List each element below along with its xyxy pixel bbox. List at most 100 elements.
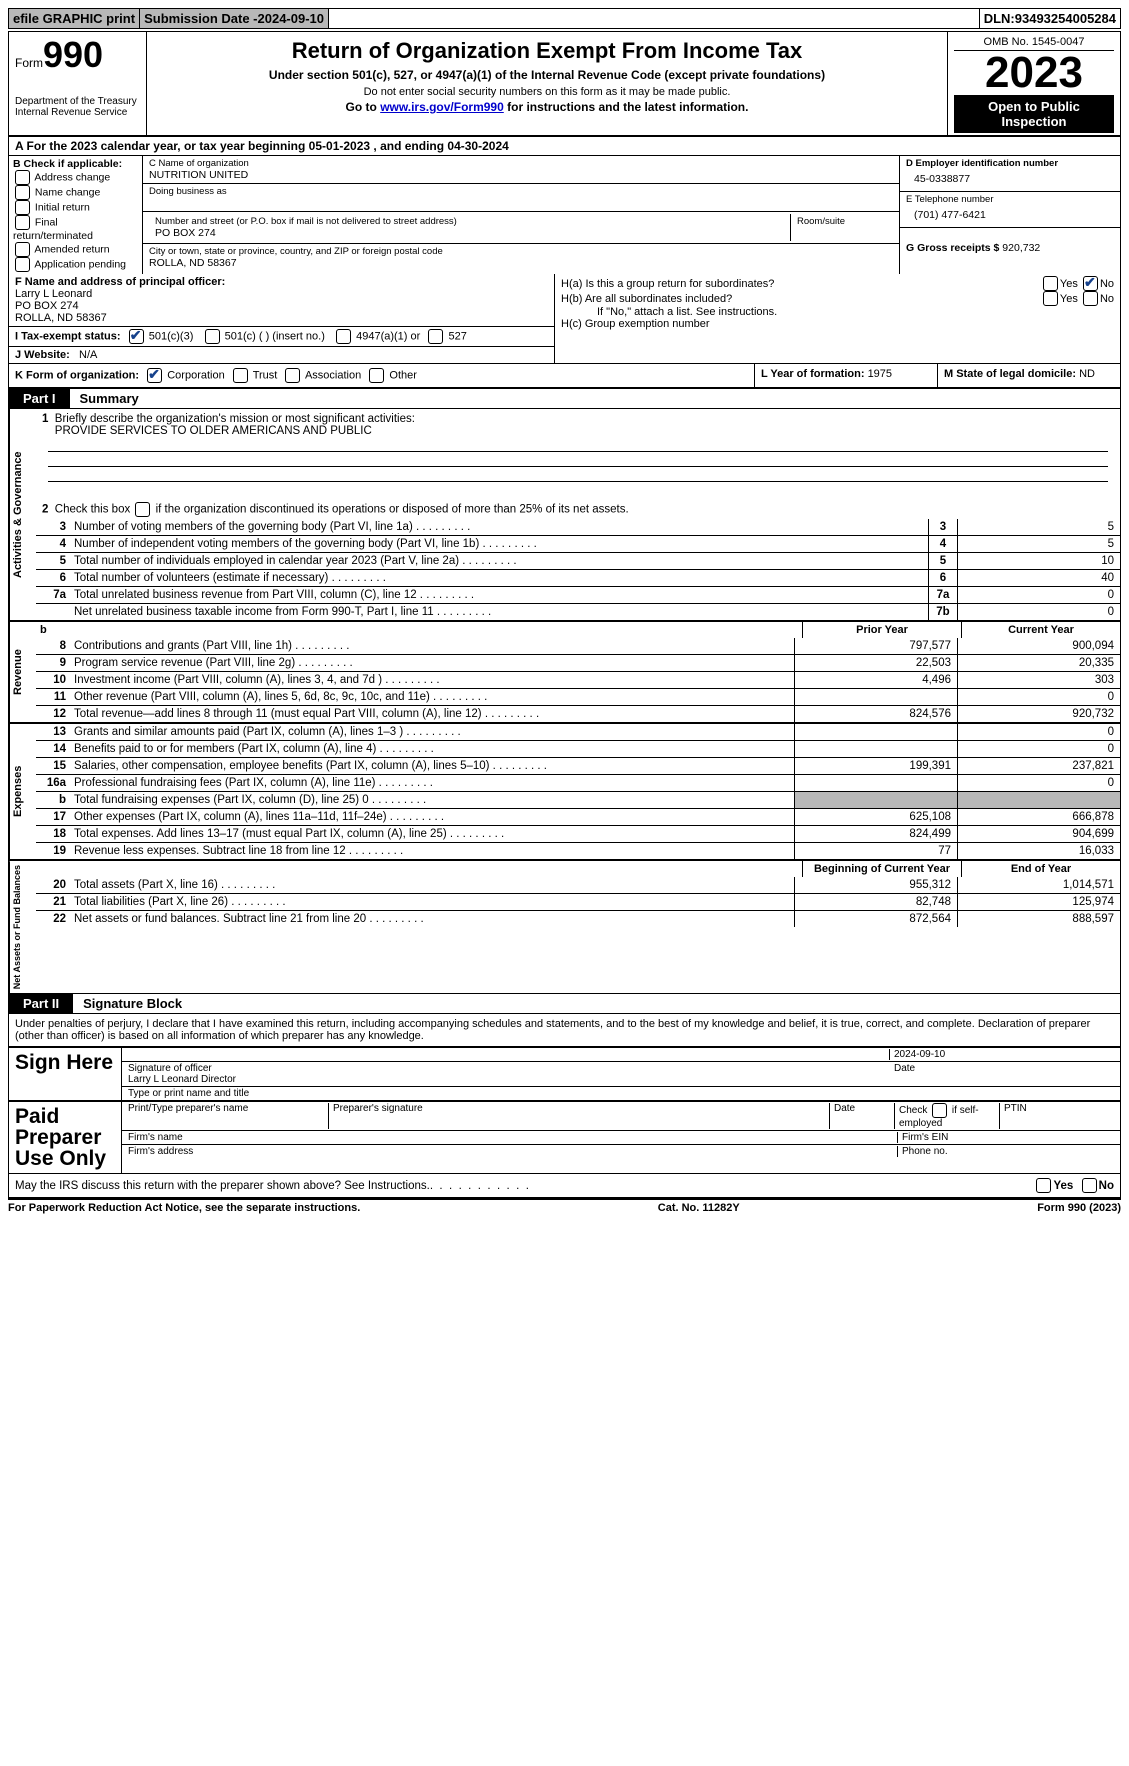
summary-line: bTotal fundraising expenses (Part IX, co… <box>36 791 1120 808</box>
checkbox-discuss-no[interactable] <box>1082 1178 1097 1193</box>
checkbox-4947[interactable] <box>336 329 351 344</box>
summary-line: 5Total number of individuals employed in… <box>36 552 1120 569</box>
checkbox-assoc[interactable] <box>285 368 300 383</box>
summary-line: 22Net assets or fund balances. Subtract … <box>36 910 1120 927</box>
gross-receipts: G Gross receipts $ 920,732 <box>900 228 1120 256</box>
checkbox-other[interactable] <box>369 368 384 383</box>
checkbox-corp[interactable] <box>147 368 162 383</box>
page-footer: For Paperwork Reduction Act Notice, see … <box>8 1198 1121 1214</box>
vert-expenses: Expenses <box>9 724 36 859</box>
rev-col-headers: b Prior Year Current Year <box>36 622 1120 638</box>
line-1: 1 Briefly describe the organization's mi… <box>36 409 1120 500</box>
vert-governance: Activities & Governance <box>9 409 36 620</box>
vert-revenue: Revenue <box>9 622 36 722</box>
box-h: H(a) Is this a group return for subordin… <box>555 274 1120 332</box>
checkbox-hb-no[interactable] <box>1083 291 1098 306</box>
org-name: C Name of organization NUTRITION UNITED <box>143 156 899 184</box>
form-title-block: Return of Organization Exempt From Incom… <box>147 32 948 135</box>
checkbox-initial-return[interactable] <box>15 200 30 215</box>
spacer <box>329 9 980 28</box>
box-l: L Year of formation: 1975 <box>755 364 938 387</box>
summary-line: 16aProfessional fundraising fees (Part I… <box>36 774 1120 791</box>
checkbox-hb-yes[interactable] <box>1043 291 1058 306</box>
org-info-grid: B Check if applicable: Address change Na… <box>8 156 1121 274</box>
checkbox-ha-yes[interactable] <box>1043 276 1058 291</box>
telephone: E Telephone number (701) 477-6421 <box>900 192 1120 228</box>
summary-line: 8Contributions and grants (Part VIII, li… <box>36 638 1120 654</box>
discuss-row: May the IRS discuss this return with the… <box>8 1174 1121 1198</box>
paid-preparer-block: Paid Preparer Use Only Print/Type prepar… <box>8 1101 1121 1174</box>
penalties-text: Under penalties of perjury, I declare th… <box>8 1014 1121 1046</box>
box-k: K Form of organization: Corporation Trus… <box>9 364 755 387</box>
submission-date: Submission Date - 2024-09-10 <box>140 9 329 28</box>
section-governance: Activities & Governance 1 Briefly descri… <box>8 409 1121 622</box>
officer-status-grid: F Name and address of principal officer:… <box>8 274 1121 364</box>
checkbox-527[interactable] <box>428 329 443 344</box>
form-number-block: Form990 Department of the Treasury Inter… <box>9 32 147 135</box>
ein: D Employer identification number 45-0338… <box>900 156 1120 192</box>
dln: DLN: 93493254005284 <box>980 9 1120 28</box>
summary-line: 6Total number of volunteers (estimate if… <box>36 569 1120 586</box>
checkbox-pending[interactable] <box>15 257 30 272</box>
efile-label: efile GRAPHIC print <box>9 9 140 28</box>
checkbox-amended[interactable] <box>15 242 30 257</box>
checkbox-discontinued[interactable] <box>135 502 150 517</box>
checkbox-final-return[interactable] <box>15 215 30 230</box>
top-status-bar: efile GRAPHIC print Submission Date - 20… <box>8 8 1121 29</box>
checkbox-address-change[interactable] <box>15 170 30 185</box>
summary-line: 3Number of voting members of the governi… <box>36 519 1120 535</box>
part-1-header: Part I Summary <box>8 389 1121 409</box>
checkbox-ha-no[interactable] <box>1083 276 1098 291</box>
address-row: Number and street (or P.O. box if mail i… <box>143 212 899 244</box>
officer-name: Larry L Leonard Director <box>128 1074 236 1085</box>
officer-sign-date: 2024-09-10 <box>889 1049 1114 1060</box>
summary-line: 20Total assets (Part X, line 16)955,3121… <box>36 877 1120 893</box>
tax-year-row: A For the 2023 calendar year, or tax yea… <box>8 137 1121 156</box>
year-block: OMB No. 1545-0047 2023 Open to Public In… <box>948 32 1120 135</box>
box-j: J Website: N/A <box>9 347 554 363</box>
checkbox-501c3[interactable] <box>129 329 144 344</box>
klm-row: K Form of organization: Corporation Trus… <box>8 364 1121 389</box>
box-i: I Tax-exempt status: 501(c)(3) 501(c) ( … <box>9 327 554 347</box>
section-revenue: Revenue b Prior Year Current Year 8Contr… <box>8 622 1121 724</box>
summary-line: 12Total revenue—add lines 8 through 11 (… <box>36 705 1120 722</box>
box-f: F Name and address of principal officer:… <box>9 274 554 327</box>
line-2: 2 Check this box if the organization dis… <box>36 500 1120 519</box>
summary-line: 4Number of independent voting members of… <box>36 535 1120 552</box>
vert-net: Net Assets or Fund Balances <box>9 861 36 993</box>
summary-line: Net unrelated business taxable income fr… <box>36 603 1120 620</box>
checkbox-501c[interactable] <box>205 329 220 344</box>
box-c: C Name of organization NUTRITION UNITED … <box>143 156 899 274</box>
checkbox-discuss-yes[interactable] <box>1036 1178 1051 1193</box>
city-row: City or town, state or province, country… <box>143 244 899 271</box>
summary-line: 11Other revenue (Part VIII, column (A), … <box>36 688 1120 705</box>
summary-line: 9Program service revenue (Part VIII, lin… <box>36 654 1120 671</box>
summary-line: 7aTotal unrelated business revenue from … <box>36 586 1120 603</box>
summary-line: 14Benefits paid to or for members (Part … <box>36 740 1120 757</box>
section-expenses: Expenses 13Grants and similar amounts pa… <box>8 724 1121 861</box>
sign-here-block: Sign Here 2024-09-10 Signature of office… <box>8 1046 1121 1101</box>
summary-line: 17Other expenses (Part IX, column (A), l… <box>36 808 1120 825</box>
form-badge: Form 990 (2023) <box>1037 1202 1121 1214</box>
paid-preparer-label: Paid Preparer Use Only <box>9 1102 122 1173</box>
summary-line: 13Grants and similar amounts paid (Part … <box>36 724 1120 740</box>
summary-line: 10Investment income (Part VIII, column (… <box>36 671 1120 688</box>
box-b: B Check if applicable: Address change Na… <box>9 156 143 274</box>
instructions-link[interactable]: www.irs.gov/Form990 <box>380 100 504 114</box>
instructions-link-row: Go to www.irs.gov/Form990 for instructio… <box>153 100 941 114</box>
box-m: M State of legal domicile: ND <box>938 364 1120 387</box>
checkbox-name-change[interactable] <box>15 185 30 200</box>
checkbox-self-employed[interactable] <box>932 1103 947 1118</box>
form-header: Form990 Department of the Treasury Inter… <box>8 31 1121 137</box>
summary-line: 21Total liabilities (Part X, line 26)82,… <box>36 893 1120 910</box>
summary-line: 18Total expenses. Add lines 13–17 (must … <box>36 825 1120 842</box>
box-deg: D Employer identification number 45-0338… <box>899 156 1120 274</box>
sign-here-label: Sign Here <box>9 1048 122 1100</box>
checkbox-trust[interactable] <box>233 368 248 383</box>
summary-line: 19Revenue less expenses. Subtract line 1… <box>36 842 1120 859</box>
net-col-headers: Beginning of Current Year End of Year <box>36 861 1120 877</box>
summary-line: 15Salaries, other compensation, employee… <box>36 757 1120 774</box>
dba: Doing business as <box>143 184 899 212</box>
part-2-header: Part II Signature Block <box>8 994 1121 1014</box>
section-net-assets: Net Assets or Fund Balances Beginning of… <box>8 861 1121 994</box>
